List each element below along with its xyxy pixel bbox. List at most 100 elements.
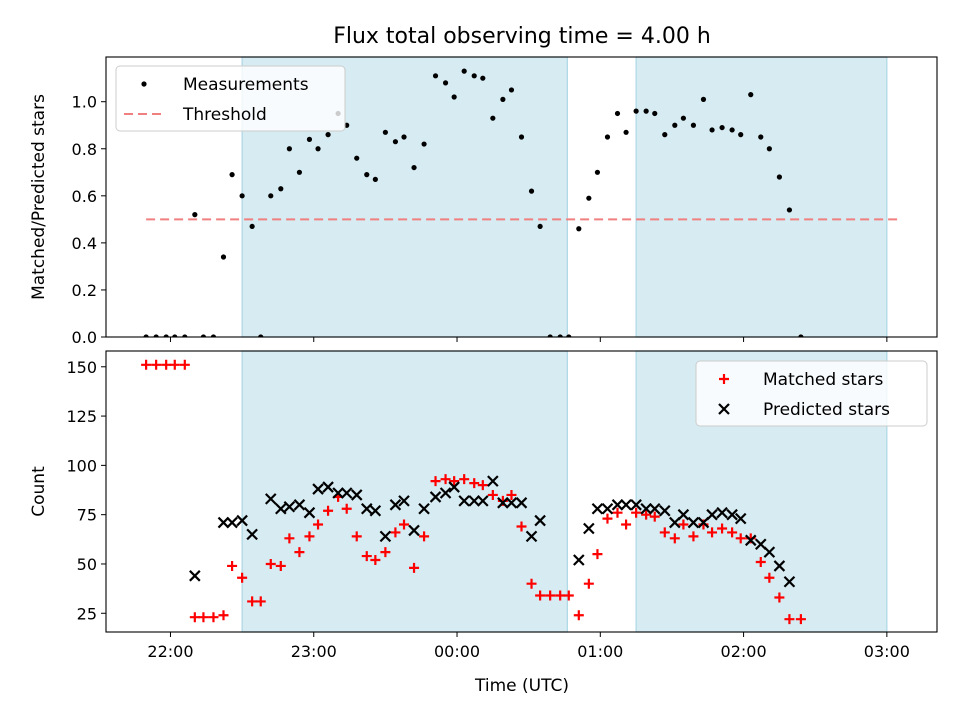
x-tick-label: 03:00 bbox=[864, 642, 910, 661]
data-point bbox=[361, 551, 372, 562]
data-point bbox=[631, 507, 642, 518]
data-point bbox=[429, 491, 442, 503]
data-point bbox=[322, 481, 334, 493]
data-point bbox=[735, 533, 746, 544]
data-point bbox=[774, 592, 785, 603]
data-point bbox=[576, 226, 582, 232]
data-point bbox=[200, 334, 207, 337]
data-point bbox=[370, 555, 381, 566]
plot-area bbox=[141, 359, 806, 625]
legend: Matched stars Predicted stars bbox=[695, 360, 928, 427]
data-point bbox=[448, 481, 460, 493]
data-point bbox=[458, 495, 470, 507]
data-point bbox=[312, 483, 324, 495]
data-point bbox=[764, 572, 775, 583]
data-point bbox=[717, 523, 728, 534]
data-point bbox=[293, 499, 306, 511]
data-point bbox=[477, 480, 488, 491]
data-point bbox=[648, 502, 661, 515]
data-point bbox=[364, 172, 370, 178]
data-point bbox=[734, 512, 747, 525]
plot-area bbox=[143, 68, 899, 337]
data-point bbox=[379, 530, 392, 543]
data-point bbox=[268, 193, 274, 199]
data-point bbox=[419, 531, 430, 542]
x-tick-label: 01:00 bbox=[577, 642, 623, 661]
y-tick-label: 1.0 bbox=[72, 93, 97, 112]
data-point bbox=[497, 497, 509, 509]
x-tick-label: 23:00 bbox=[291, 642, 337, 661]
data-point bbox=[421, 141, 427, 147]
data-point bbox=[350, 489, 363, 501]
series-0 bbox=[141, 359, 806, 625]
data-point bbox=[351, 531, 362, 542]
data-point bbox=[408, 524, 420, 537]
data-point bbox=[516, 521, 527, 532]
data-point bbox=[795, 614, 806, 625]
axes-frame bbox=[105, 350, 938, 633]
data-point bbox=[161, 359, 172, 370]
data-point bbox=[304, 531, 315, 542]
data-point bbox=[573, 554, 585, 566]
data-point bbox=[659, 527, 670, 538]
data-point bbox=[189, 570, 201, 582]
legend-label: Predicted stars bbox=[763, 400, 890, 420]
data-point bbox=[716, 506, 728, 519]
y-axis-label: Matched/Predicted stars bbox=[29, 94, 49, 300]
data-point bbox=[738, 132, 744, 138]
axes-frame bbox=[105, 56, 938, 338]
observing-window-0 bbox=[241, 350, 568, 633]
series-1 bbox=[189, 475, 796, 588]
data-point bbox=[192, 212, 198, 218]
data-point bbox=[726, 508, 738, 521]
data-point bbox=[623, 129, 629, 135]
data-point bbox=[264, 493, 277, 505]
data-point bbox=[236, 514, 248, 527]
data-point bbox=[487, 475, 499, 487]
data-point bbox=[249, 223, 255, 230]
data-point bbox=[449, 476, 460, 487]
data-point bbox=[151, 359, 162, 370]
data-point bbox=[469, 478, 480, 489]
data-point bbox=[688, 531, 699, 542]
data-point bbox=[506, 489, 517, 500]
data-point bbox=[700, 96, 707, 102]
data-point bbox=[748, 92, 754, 98]
data-point bbox=[537, 223, 543, 230]
y-tick-label: 125 bbox=[66, 407, 97, 426]
data-point bbox=[480, 75, 486, 81]
data-point bbox=[332, 487, 344, 499]
data-point bbox=[220, 254, 227, 260]
data-point bbox=[283, 501, 296, 513]
data-point bbox=[237, 572, 248, 583]
data-point bbox=[690, 122, 697, 128]
data-point bbox=[776, 174, 782, 180]
data-point bbox=[210, 334, 217, 337]
y-tick-label: 75 bbox=[77, 506, 97, 525]
legend-marker bbox=[141, 81, 147, 87]
data-point bbox=[246, 528, 258, 541]
data-point bbox=[239, 193, 245, 199]
data-point bbox=[727, 527, 738, 538]
y-tick-label: 0.6 bbox=[72, 187, 97, 206]
data-point bbox=[534, 514, 546, 527]
data-point bbox=[284, 533, 295, 544]
data-point bbox=[658, 504, 671, 517]
data-point bbox=[198, 612, 209, 623]
data-point bbox=[401, 134, 407, 140]
data-point bbox=[490, 115, 496, 121]
data-point bbox=[226, 516, 238, 529]
data-point bbox=[153, 334, 159, 337]
legend-label: Matched stars bbox=[763, 370, 883, 390]
data-point bbox=[286, 146, 292, 152]
data-point bbox=[380, 547, 391, 558]
data-point bbox=[229, 172, 235, 178]
data-point bbox=[487, 489, 498, 500]
data-point bbox=[323, 505, 334, 516]
data-point bbox=[758, 134, 764, 140]
data-point bbox=[707, 527, 718, 538]
data-point bbox=[766, 146, 772, 152]
data-point bbox=[398, 495, 410, 507]
data-point bbox=[669, 533, 680, 544]
